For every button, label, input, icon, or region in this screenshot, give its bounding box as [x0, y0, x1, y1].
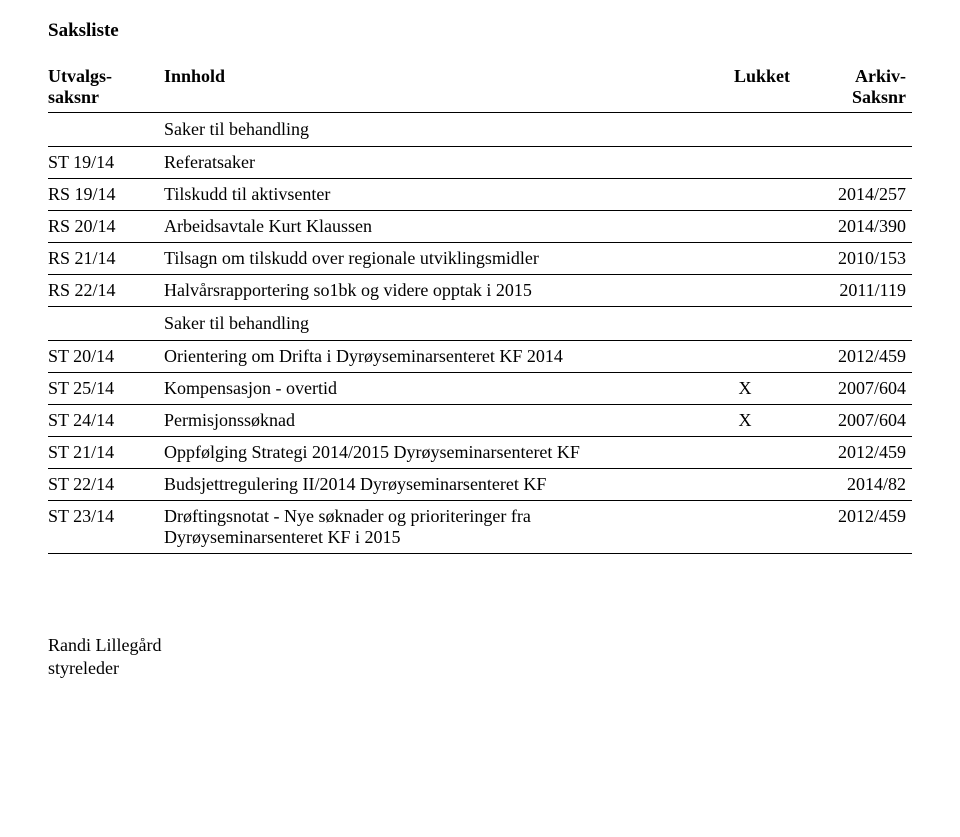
cell-lukket: [700, 469, 796, 501]
section-row: Saker til behandling: [48, 113, 912, 147]
cell-text: Kompensasjon - overtid: [164, 373, 700, 405]
cell-text: Budsjettregulering II/2014 Dyrøyseminars…: [164, 469, 700, 501]
cell-lukket: [700, 211, 796, 243]
cell-text: Tilsagn om tilskudd over regionale utvik…: [164, 243, 700, 275]
table-row: ST 19/14 Referatsaker: [48, 147, 912, 179]
cell-arkiv: 2012/459: [796, 341, 912, 373]
table-row: ST 20/14 Orientering om Drifta i Dyrøyse…: [48, 341, 912, 373]
header-arkiv-line1: Arkiv-: [855, 66, 906, 86]
header-innhold: Innhold: [164, 62, 700, 113]
header-lukket: Lukket: [700, 62, 796, 113]
header-arkiv-line2: Saksnr: [852, 87, 906, 107]
cell-id: ST 25/14: [48, 373, 164, 405]
header-utvalg: Utvalgs- saksnr: [48, 62, 164, 113]
table-row: RS 22/14 Halvårsrapportering so1bk og vi…: [48, 275, 912, 307]
cell-id: ST 21/14: [48, 437, 164, 469]
cell-id: ST 20/14: [48, 341, 164, 373]
cell-text: Halvårsrapportering so1bk og videre oppt…: [164, 275, 700, 307]
cell-lukket: [700, 147, 796, 179]
cell-text: Referatsaker: [164, 147, 700, 179]
table-row: ST 21/14 Oppfølging Strategi 2014/2015 D…: [48, 437, 912, 469]
cell-lukket: X: [700, 373, 796, 405]
cell-arkiv: 2014/257: [796, 179, 912, 211]
table-row: ST 24/14 Permisjonssøknad X 2007/604: [48, 405, 912, 437]
cell-text: Tilskudd til aktivsenter: [164, 179, 700, 211]
cell-arkiv: 2014/390: [796, 211, 912, 243]
cell-lukket: [700, 501, 796, 554]
cell-id: RS 22/14: [48, 275, 164, 307]
cell-lukket: [700, 275, 796, 307]
signature-block: Randi Lillegård styreleder: [48, 634, 912, 679]
saksliste-table: Utvalgs- saksnr Innhold Lukket Arkiv- Sa…: [48, 62, 912, 554]
cell-text: Drøftingsnotat - Nye søknader og priorit…: [164, 501, 700, 554]
cell-arkiv: 2012/459: [796, 437, 912, 469]
section-label: Saker til behandling: [164, 113, 700, 147]
table-row: ST 25/14 Kompensasjon - overtid X 2007/6…: [48, 373, 912, 405]
cell-arkiv: 2007/604: [796, 405, 912, 437]
cell-id: ST 19/14: [48, 147, 164, 179]
cell-lukket: [700, 243, 796, 275]
cell-arkiv: 2012/459: [796, 501, 912, 554]
cell-text: Oppfølging Strategi 2014/2015 Dyrøysemin…: [164, 437, 700, 469]
cell-arkiv: 2007/604: [796, 373, 912, 405]
cell-text: Arbeidsavtale Kurt Klaussen: [164, 211, 700, 243]
section-row: Saker til behandling: [48, 307, 912, 341]
cell-id: ST 22/14: [48, 469, 164, 501]
cell-id: RS 21/14: [48, 243, 164, 275]
cell-arkiv: [796, 147, 912, 179]
cell-lukket: [700, 179, 796, 211]
cell-id: RS 20/14: [48, 211, 164, 243]
table-row: RS 20/14 Arbeidsavtale Kurt Klaussen 201…: [48, 211, 912, 243]
signature-role: styreleder: [48, 657, 912, 680]
cell-id: ST 24/14: [48, 405, 164, 437]
section-label: Saker til behandling: [164, 307, 700, 341]
cell-arkiv: 2014/82: [796, 469, 912, 501]
signature-name: Randi Lillegård: [48, 634, 912, 657]
cell-id: RS 19/14: [48, 179, 164, 211]
table-row: RS 21/14 Tilsagn om tilskudd over region…: [48, 243, 912, 275]
cell-text: Orientering om Drifta i Dyrøyseminarsent…: [164, 341, 700, 373]
table-row: RS 19/14 Tilskudd til aktivsenter 2014/2…: [48, 179, 912, 211]
header-utvalg-line1: Utvalgs-: [48, 66, 112, 86]
table-row: ST 22/14 Budsjettregulering II/2014 Dyrø…: [48, 469, 912, 501]
cell-arkiv: 2010/153: [796, 243, 912, 275]
header-utvalg-line2: saksnr: [48, 87, 99, 107]
cell-text: Permisjonssøknad: [164, 405, 700, 437]
cell-lukket: [700, 437, 796, 469]
cell-lukket: X: [700, 405, 796, 437]
header-arkiv: Arkiv- Saksnr: [796, 62, 912, 113]
cell-lukket: [700, 341, 796, 373]
table-row: ST 23/14 Drøftingsnotat - Nye søknader o…: [48, 501, 912, 554]
cell-arkiv: 2011/119: [796, 275, 912, 307]
cell-id: ST 23/14: [48, 501, 164, 554]
page-title: Saksliste: [48, 20, 912, 42]
